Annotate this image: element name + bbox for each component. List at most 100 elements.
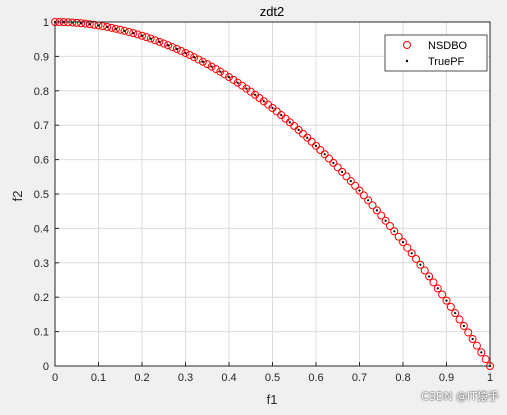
truepf-point — [471, 337, 474, 341]
x-tick-label: 0.9 — [439, 372, 454, 384]
nsdbo-point — [368, 201, 377, 210]
truepf-point — [245, 87, 248, 90]
truepf-point — [80, 22, 83, 25]
nsdbo-point — [394, 232, 403, 241]
y-tick-label: 0.6 — [34, 155, 49, 167]
truepf-point — [393, 230, 396, 233]
nsdbo-point — [464, 328, 473, 337]
nsdbo-point — [177, 46, 186, 55]
nsdbo-point — [433, 284, 442, 293]
x-tick-label: 0.4 — [221, 372, 236, 384]
nsdbo-point — [390, 227, 399, 236]
truepf-point — [480, 351, 483, 354]
x-axis-label: f1 — [267, 392, 278, 407]
nsdbo-point — [407, 249, 416, 258]
x-tick-label: 0.5 — [265, 372, 280, 384]
x-tick-label: 0.7 — [352, 372, 367, 384]
truepf-point — [306, 136, 309, 139]
nsdbo-point — [346, 177, 355, 186]
truepf-point — [271, 106, 274, 110]
nsdbo-point — [459, 321, 468, 330]
truepf-point — [454, 312, 457, 315]
nsdbo-point — [225, 73, 233, 82]
x-tick-label: 0.8 — [395, 372, 410, 384]
truepf-point — [132, 32, 135, 35]
x-tick-label: 0.6 — [308, 372, 323, 384]
truepf-point — [445, 299, 448, 302]
truepf-point — [288, 121, 291, 124]
truepf-point — [462, 324, 465, 328]
truepf-point — [201, 60, 204, 63]
nsdbo-point — [146, 34, 155, 43]
nsdbo-point — [325, 154, 334, 163]
nsdbo-point — [451, 309, 460, 318]
truepf-point — [349, 179, 352, 183]
truepf-point — [106, 25, 109, 29]
truepf-point — [167, 44, 170, 47]
truepf-point — [184, 51, 187, 55]
x-tick-label: 0.1 — [91, 372, 106, 384]
nsdbo-point — [412, 254, 421, 263]
plot-area — [51, 18, 494, 370]
y-tick-label: 0.4 — [34, 223, 49, 235]
nsdbo-point — [207, 62, 216, 71]
nsdbo-point — [68, 18, 77, 27]
nsdbo-point — [372, 206, 381, 215]
nsdbo-point — [120, 26, 129, 35]
truepf-point — [114, 27, 117, 30]
nsdbo-point — [364, 196, 373, 205]
truepf-point — [175, 47, 178, 51]
nsdbo-point — [351, 181, 360, 190]
x-tick-label: 0 — [52, 372, 58, 384]
nsdbo-point — [216, 67, 225, 76]
truepf-point — [219, 70, 222, 73]
chart-title: zdt2 — [260, 4, 285, 19]
nsdbo-point — [220, 70, 229, 79]
y-tick-label: 0.3 — [34, 258, 49, 270]
nsdbo-point — [429, 278, 438, 287]
x-tick-label: 0.3 — [178, 372, 193, 384]
nsdbo-point — [399, 238, 407, 247]
x-tick-label: 0.2 — [134, 372, 149, 384]
truepf-point — [358, 189, 361, 192]
legend-box — [384, 34, 488, 72]
nsdbo-point — [172, 44, 181, 53]
nsdbo-point — [103, 22, 112, 31]
nsdbo-point — [133, 30, 142, 39]
x-tick-label: 1 — [487, 372, 493, 384]
truepf-point — [323, 153, 326, 156]
nsdbo-point — [107, 23, 116, 32]
nsdbo-point — [312, 141, 320, 150]
truepf-point — [297, 128, 300, 131]
axis-ticks: 0 0.1 0.2 0.3 0.4 0.5 0.6 0.7 0.8 0.9 1 0 0.1 0.2 0.3 0… — [34, 17, 493, 384]
y-tick-label: 1 — [43, 17, 49, 29]
nsdbo-point — [151, 36, 160, 45]
nsdbo-point — [185, 51, 194, 60]
nsdbo-point — [129, 29, 138, 38]
nsdbo-point — [316, 146, 325, 155]
truepf-point — [314, 144, 318, 147]
truepf-point — [428, 275, 431, 278]
nsdbo-point — [307, 137, 316, 146]
nsdbo-point — [198, 57, 207, 66]
nsdbo-point — [85, 20, 94, 29]
truepf-point — [341, 170, 344, 173]
y-tick-label: 0.9 — [34, 51, 49, 63]
nsdbo-point — [194, 55, 203, 64]
truepf-point — [419, 263, 422, 266]
nsdbo-point — [190, 53, 199, 62]
truepf-point — [227, 75, 231, 79]
nsdbo-point — [116, 25, 125, 34]
truepf-point — [262, 100, 265, 103]
truepf-point — [410, 252, 413, 255]
truepf-point — [384, 219, 387, 222]
nsdbo-point — [381, 216, 390, 225]
nsdbo-point — [168, 43, 177, 52]
nsdbo-point — [303, 133, 312, 142]
truepf-point — [236, 81, 239, 84]
truepf-point — [210, 65, 213, 68]
truepf-point — [280, 113, 283, 117]
truepf-point — [149, 37, 152, 40]
nsdbo-point — [342, 172, 351, 181]
